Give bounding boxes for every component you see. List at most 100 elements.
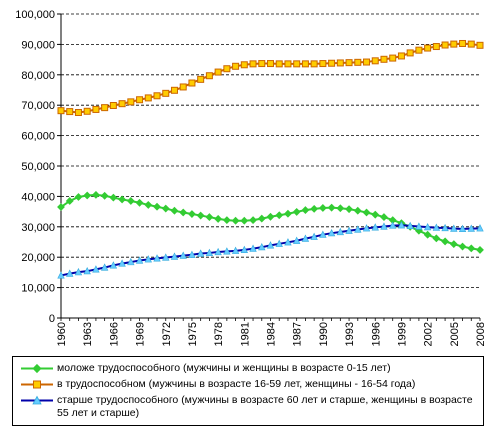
y-tick-label: 70,000: [21, 100, 55, 112]
data-point: [423, 222, 432, 231]
data-point: [354, 58, 362, 66]
data-point: [467, 244, 476, 253]
data-point: [301, 60, 309, 68]
data-point: [92, 105, 100, 113]
x-tick-label: 2005: [449, 322, 461, 346]
data-point: [327, 229, 336, 237]
data-point: [467, 224, 475, 232]
data-point: [196, 249, 205, 257]
data-point: [144, 255, 152, 263]
data-point: [240, 216, 249, 225]
series-group-1: [57, 39, 484, 116]
data-point: [188, 210, 196, 218]
data-point: [249, 60, 257, 68]
data-point: [328, 59, 336, 67]
data-point: [380, 55, 388, 63]
data-point: [284, 238, 292, 246]
data-point: [423, 230, 432, 239]
data-point: [380, 222, 388, 230]
data-point: [66, 108, 74, 116]
legend: моложе трудоспособного (мужчины и женщин…: [12, 356, 484, 426]
data-point: [284, 209, 292, 218]
data-point: [223, 65, 231, 73]
data-point: [458, 224, 467, 233]
data-point: [57, 107, 65, 115]
data-point: [266, 241, 275, 249]
x-tick-label: 1969: [135, 322, 147, 346]
y-tick-label: 20,000: [21, 252, 55, 264]
y-axis-ticks: 0 10,000 20,000 30,000 40,000 50,000 60,000 70,…: [15, 9, 55, 325]
data-point: [258, 60, 266, 68]
x-tick-label: 1960: [56, 322, 68, 346]
data-point: [188, 79, 196, 87]
data-point: [406, 49, 414, 57]
y-tick-label: 0: [49, 313, 55, 325]
data-point: [415, 46, 423, 54]
data-point: [345, 205, 353, 214]
legend-item-working-age: в трудоспособном (мужчины в возрасте 16-…: [19, 378, 477, 391]
data-point: [170, 206, 179, 215]
y-tick-label: 60,000: [21, 131, 55, 143]
data-point: [214, 247, 222, 256]
data-point: [65, 197, 74, 205]
data-point: [336, 204, 345, 213]
data-point: [153, 254, 161, 262]
data-point: [319, 60, 327, 68]
data-point: [135, 256, 144, 264]
data-point: [101, 104, 109, 112]
x-tick-label: 2002: [423, 322, 435, 346]
data-point: [231, 216, 240, 225]
data-point: [127, 98, 135, 106]
data-point: [136, 96, 144, 104]
data-point: [57, 203, 65, 211]
y-tick-label: 40,000: [21, 191, 55, 203]
data-point: [406, 221, 414, 229]
data-point: [275, 239, 283, 247]
data-point: [83, 267, 91, 275]
data-point: [371, 223, 379, 231]
data-point: [83, 191, 92, 200]
data-point: [196, 211, 205, 220]
series-group-2: [57, 221, 484, 279]
data-point: [432, 234, 441, 243]
data-point: [362, 208, 371, 217]
data-point: [336, 227, 345, 236]
series-group-0: [57, 190, 484, 254]
data-point: [109, 193, 118, 202]
data-point: [371, 57, 379, 65]
legend-label-working-age: в трудоспособном (мужчины в возрасте 16-…: [57, 378, 416, 390]
data-point: [293, 60, 301, 68]
y-tick-label: 50,000: [21, 161, 55, 173]
axes: [57, 13, 481, 321]
data-point: [205, 72, 213, 80]
data-point: [353, 206, 362, 215]
x-tick-label: 1990: [318, 322, 330, 346]
data-point: [144, 94, 152, 102]
y-tick-label: 30,000: [21, 222, 55, 234]
data-point: [292, 207, 301, 216]
data-point: [449, 240, 458, 249]
data-point: [345, 226, 353, 234]
data-point: [336, 59, 344, 67]
data-point: [459, 39, 467, 47]
data-point: [74, 193, 83, 201]
data-point: [170, 252, 179, 260]
data-point: [310, 60, 318, 68]
data-point: [197, 75, 205, 83]
data-point: [397, 52, 405, 60]
data-point: [162, 253, 170, 261]
data-point: [222, 216, 231, 225]
x-axis-ticks: 1960 1963 1966 1969 1972 1975 1978 1981 1984 1987…: [56, 322, 487, 346]
data-point: [275, 60, 283, 68]
x-tick-label: 1984: [266, 322, 278, 346]
data-point: [441, 223, 449, 232]
legend-swatch-green-diamond-icon: [21, 363, 53, 374]
data-point: [432, 223, 441, 231]
data-point: [127, 257, 135, 266]
data-point: [301, 206, 310, 215]
data-point: [371, 210, 380, 219]
data-point: [301, 234, 310, 242]
data-point: [100, 191, 109, 200]
data-point: [389, 54, 397, 62]
data-point: [257, 214, 266, 223]
